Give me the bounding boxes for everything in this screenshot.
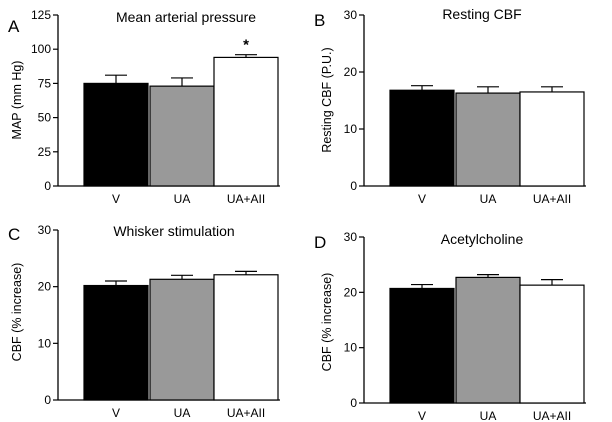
y-tick-label: 10 xyxy=(344,122,358,136)
bars xyxy=(389,274,585,404)
x-tick-label: UA xyxy=(174,406,191,420)
y-tick-label: 30 xyxy=(38,223,52,237)
y-ticks: 0 25 50 75 100 125 xyxy=(31,8,58,193)
x-tick-label: V xyxy=(418,409,426,422)
x-tick-label: UA+AII xyxy=(227,406,265,420)
y-axis-label: CBF (% increase) xyxy=(10,263,24,362)
y-tick-label: 30 xyxy=(344,230,358,244)
x-categories: V UA UA+AII xyxy=(418,409,571,422)
y-tick-label: 50 xyxy=(38,111,52,125)
bar-ua-aii xyxy=(213,274,279,401)
panel-b: B Resting CBF Resting CBF (P.U.) 0 10 20 30… xyxy=(314,6,586,206)
y-ticks: 0 10 20 30 xyxy=(344,230,364,410)
y-tick-label: 30 xyxy=(344,8,358,22)
panel-letter: B xyxy=(314,11,325,30)
x-tick-label: V xyxy=(418,192,426,206)
x-tick-label: UA+AII xyxy=(533,409,571,422)
y-tick-label: 0 xyxy=(350,396,357,410)
panel-letter: C xyxy=(8,225,20,244)
panel-d: D Acetylcholine CBF (% increase) 0 10 20 30… xyxy=(314,230,586,422)
panel-title: Acetylcholine xyxy=(441,231,524,247)
y-tick-label: 125 xyxy=(31,8,51,22)
bar-ua-aii xyxy=(519,91,585,187)
panel-title: Whisker stimulation xyxy=(113,223,234,239)
y-tick-label: 20 xyxy=(344,65,358,79)
x-tick-label: UA xyxy=(174,192,191,206)
y-tick-label: 100 xyxy=(31,42,51,56)
y-axis-label: Resting CBF (P.U.) xyxy=(320,47,334,152)
x-tick-label: UA+AII xyxy=(533,192,571,206)
bars xyxy=(83,270,279,401)
x-categories: V UA UA+AII xyxy=(112,406,265,420)
y-tick-label: 0 xyxy=(44,393,51,407)
y-axis-label: MAP (mm Hg) xyxy=(10,61,24,140)
y-tick-label: 0 xyxy=(350,179,357,193)
bar-ua-aii xyxy=(519,284,585,404)
y-tick-label: 20 xyxy=(38,280,52,294)
bar-ua xyxy=(455,276,521,404)
significance-marker: * xyxy=(243,37,249,54)
x-tick-label: UA xyxy=(480,192,497,206)
bar-ua xyxy=(455,92,521,187)
x-tick-label: UA xyxy=(480,409,497,422)
y-tick-label: 10 xyxy=(38,336,52,350)
x-categories: V UA UA+AII xyxy=(112,192,265,206)
x-tick-label: V xyxy=(112,192,120,206)
bar-v xyxy=(83,284,149,401)
y-axis-label: CBF (% increase) xyxy=(320,273,334,372)
x-tick-label: V xyxy=(112,406,120,420)
y-tick-label: 0 xyxy=(44,179,51,193)
bar-ua xyxy=(149,278,215,401)
y-tick-label: 10 xyxy=(344,341,358,355)
y-tick-label: 75 xyxy=(38,76,52,90)
bar-v xyxy=(389,287,455,404)
y-tick-label: 25 xyxy=(38,145,52,159)
bars xyxy=(389,85,585,187)
y-tick-label: 20 xyxy=(344,285,358,299)
panel-title: Resting CBF xyxy=(442,6,521,22)
bar-ua xyxy=(149,85,215,187)
bars xyxy=(83,54,279,187)
bar-v xyxy=(83,82,149,187)
panel-letter: A xyxy=(8,17,20,36)
bar-v xyxy=(389,89,455,187)
x-tick-label: UA+AII xyxy=(227,192,265,206)
y-ticks: 0 10 20 30 xyxy=(38,223,58,407)
x-categories: V UA UA+AII xyxy=(418,192,571,206)
y-ticks: 0 10 20 30 xyxy=(344,8,364,193)
panel-a: A Mean arterial pressure MAP (mm Hg) 0 25… xyxy=(8,8,280,206)
panel-letter: D xyxy=(314,233,326,252)
panel-title: Mean arterial pressure xyxy=(116,9,256,25)
annotations: * xyxy=(243,37,249,54)
panel-c: C Whisker stimulation CBF (% increase) 0… xyxy=(8,223,280,420)
bar-ua-aii xyxy=(213,56,279,187)
